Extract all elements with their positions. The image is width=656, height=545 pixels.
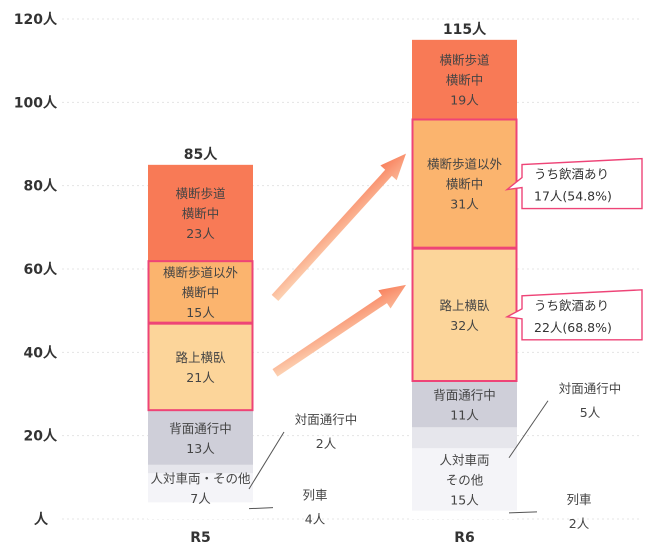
y-tick-label: 80人 — [24, 178, 58, 195]
y-tick-label: 100人 — [14, 94, 58, 111]
segment-label: 19人 — [450, 92, 479, 107]
segment-label: その他 — [446, 472, 484, 487]
bar-segment — [412, 427, 517, 449]
callout-label: 列車 — [302, 488, 327, 503]
segment-label: 15人 — [186, 305, 215, 320]
bar-segment — [148, 260, 253, 324]
segment-label: 背面通行中 — [169, 421, 232, 436]
bar-total-label: 115人 — [443, 21, 487, 38]
segment-label: 人対車両 — [439, 452, 489, 467]
callout-text: うち飲酒あり — [534, 167, 609, 182]
trend-arrow — [271, 153, 406, 301]
segment-label: 横断中 — [182, 285, 220, 300]
x-tick-label: R5 — [190, 530, 211, 545]
segment-label: 横断歩道 — [439, 52, 490, 67]
segment-label: 32人 — [450, 318, 479, 333]
bar-segment — [148, 464, 253, 474]
callout-box — [504, 157, 643, 210]
y-tick-label: 60人 — [24, 261, 58, 278]
bar-segment — [412, 381, 517, 428]
callout-text: うち飲酒あり — [534, 298, 609, 313]
callout-text: 17人(54.8%) — [534, 189, 612, 204]
bar-segment — [148, 502, 253, 519]
leader-line — [248, 507, 274, 510]
segment-label: 11人 — [450, 407, 479, 422]
segment-label: 路上横臥 — [175, 350, 226, 365]
bar-segment — [412, 119, 517, 249]
segment-label: 7人 — [190, 491, 211, 506]
segment-label: 横断中 — [446, 72, 484, 87]
segment-label: 横断歩道以外 — [163, 265, 239, 280]
y-tick-label: 40人 — [24, 344, 58, 361]
bar-segment — [148, 473, 253, 503]
y-tick-label: 人 — [34, 511, 49, 528]
bar-segment — [148, 323, 253, 411]
leader-line — [508, 400, 549, 459]
segment-label: 13人 — [186, 441, 215, 456]
segment-label: 23人 — [186, 226, 215, 241]
arrow-shape — [272, 284, 407, 377]
callout-label: 5人 — [580, 405, 601, 420]
segment-label: 横断中 — [446, 177, 484, 192]
segment-label: 31人 — [450, 197, 479, 212]
segment-label: 横断中 — [182, 206, 220, 221]
leader-line — [248, 431, 285, 490]
bar-segment — [148, 164, 253, 261]
callout-label: 対面通行中 — [559, 381, 622, 396]
callout-label: 2人 — [316, 436, 337, 451]
callout-label: 列車 — [566, 492, 591, 507]
bar-segment — [412, 510, 517, 519]
segment-label: 人対車両・その他 — [150, 471, 251, 486]
x-tick-label: R6 — [454, 530, 475, 545]
segment-label: 路上横臥 — [439, 298, 490, 313]
segment-label: 横断歩道 — [175, 186, 226, 201]
callout-label: 4人 — [305, 512, 326, 527]
segment-label: 21人 — [186, 370, 215, 385]
callout-label: 対面通行中 — [295, 412, 358, 427]
y-tick-label: 120人 — [14, 11, 58, 28]
bar-total-label: 85人 — [184, 146, 218, 163]
callout-box — [504, 289, 643, 341]
bar-segment — [412, 448, 517, 511]
segment-label: 15人 — [450, 492, 479, 507]
trend-arrow — [272, 284, 407, 377]
segment-label: 背面通行中 — [433, 387, 496, 402]
leader-line — [508, 511, 538, 514]
bar-segment — [148, 410, 253, 465]
segment-label: 横断歩道以外 — [427, 157, 503, 172]
bar-segment — [412, 248, 517, 382]
arrow-shape — [271, 153, 406, 301]
y-tick-label: 20人 — [24, 428, 58, 445]
highlight-border — [147, 260, 254, 324]
callout-text: 22人(68.8%) — [534, 320, 612, 335]
callout-label: 2人 — [569, 516, 590, 531]
bar-segment — [412, 39, 517, 120]
